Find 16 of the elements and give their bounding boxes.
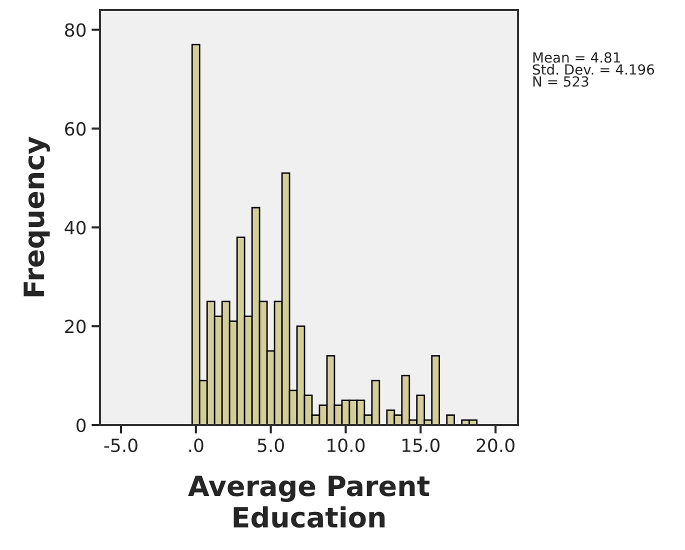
- y-tick-label: 40: [64, 220, 86, 234]
- y-tick-label: 80: [65, 23, 86, 37]
- x-tick-label: 10.0: [328, 438, 365, 452]
- x-tick-label: 20.0: [476, 438, 514, 452]
- x-tick-label: -5.0: [104, 438, 138, 452]
- y-axis-title: Frequency: [24, 136, 50, 296]
- x-tick-label: .0: [189, 438, 204, 452]
- y-tick-label: 60: [65, 122, 86, 136]
- text: Mean = 4.81: [533, 52, 620, 63]
- y-tick-label: 20: [65, 320, 86, 334]
- y-tick-label: 0: [76, 418, 86, 432]
- text: N = 523: [533, 76, 588, 87]
- x-axis-title: Average Parent Education: [188, 476, 430, 528]
- x-tick-label: 5.0: [258, 438, 284, 452]
- text: Std. Dev. = 4.196: [532, 64, 654, 75]
- x-tick-label: 15.0: [402, 438, 440, 452]
